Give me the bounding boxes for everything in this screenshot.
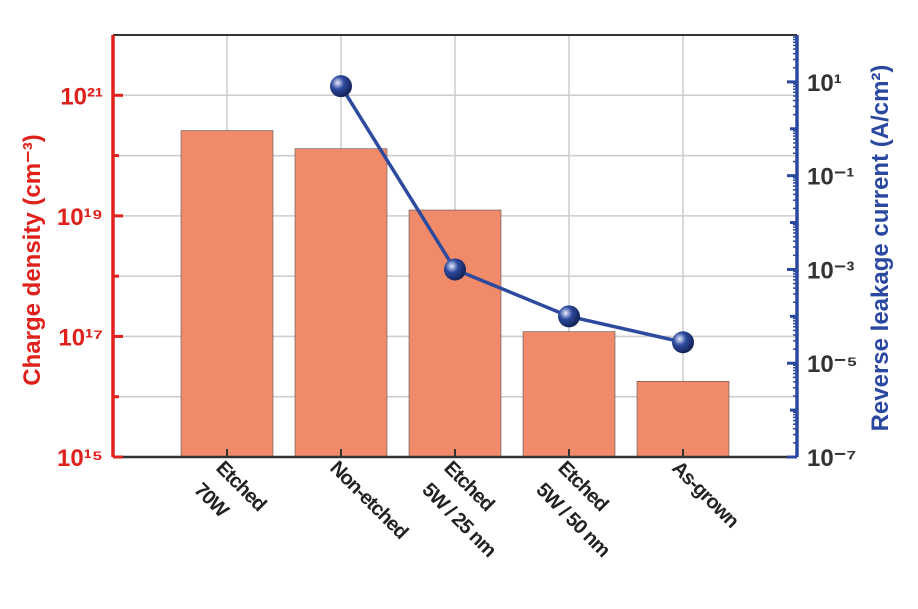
x-tick-label: Etched5W / 25 nm [418, 457, 522, 561]
marker [330, 75, 352, 98]
bar [636, 381, 730, 458]
y2-tick-label: 10¹ [807, 70, 842, 97]
bar [408, 209, 502, 458]
y-tick-label: 10²¹ [60, 83, 103, 110]
y2-tick-label: 10⁻⁷ [807, 445, 856, 472]
x-tick-label: As-grown [667, 457, 742, 532]
y-tick-label: 10¹⁵ [57, 445, 103, 472]
y2-tick-label: 10⁻³ [807, 257, 854, 284]
y-tick-label: 10¹⁷ [58, 324, 103, 351]
bar [522, 331, 616, 458]
y2-tick-label: 10⁻⁵ [807, 351, 858, 378]
y2-axis-label: Reverse leakage current (A/cm²) [867, 65, 894, 432]
marker [558, 305, 580, 328]
x-tick-label: Etched5W / 50 nm [532, 457, 636, 561]
y-tick-label: 10¹⁹ [57, 204, 103, 231]
marker [672, 331, 694, 354]
marker [444, 258, 466, 281]
y-axis-label: Charge density (cm⁻³) [19, 134, 46, 385]
x-tick-label: Non-etched [325, 457, 411, 543]
bar [294, 148, 388, 458]
y2-tick-label: 10⁻¹ [807, 164, 854, 191]
line [339, 85, 684, 344]
bar [180, 130, 274, 458]
x-tick-label: Etched70W [190, 457, 270, 537]
